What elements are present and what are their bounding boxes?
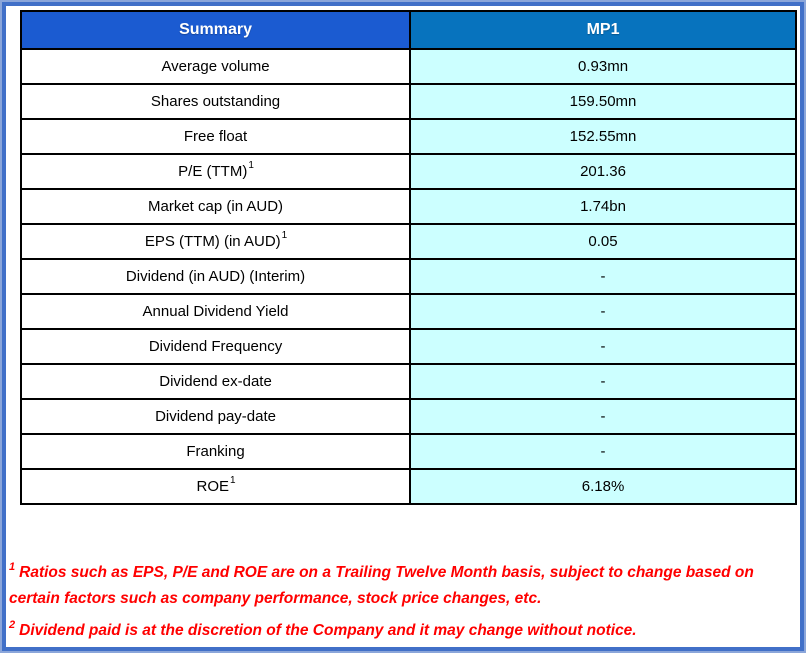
- metric-value-cell: -: [409, 328, 797, 365]
- footnote: 1 Ratios such as EPS, P/E and ROE are on …: [9, 560, 799, 612]
- footnote-marker: 1: [281, 230, 288, 241]
- metric-label: Dividend pay-date: [155, 408, 276, 425]
- metric-value-cell: 201.36: [409, 153, 797, 190]
- metric-label-cell: Dividend Frequency: [19, 328, 412, 365]
- metric-value-cell: -: [409, 258, 797, 295]
- table-row: Free float 152.55mn: [19, 118, 797, 155]
- summary-table: Summary MP1 Average volume 0.93mn Shares o…: [19, 10, 797, 505]
- metric-label-cell: Dividend ex-date: [19, 363, 412, 400]
- ticker-column-header: MP1: [409, 10, 797, 50]
- summary-column-header: Summary: [19, 10, 412, 50]
- metric-label: Dividend ex-date: [159, 373, 272, 390]
- metric-label-cell: Franking: [19, 433, 412, 470]
- table-row: Dividend Frequency -: [19, 328, 797, 365]
- table-row: Shares outstanding 159.50mn: [19, 83, 797, 120]
- footnote-number: 1: [9, 560, 16, 573]
- metric-value-cell: -: [409, 363, 797, 400]
- summary-table-header: Summary MP1: [19, 10, 797, 50]
- table-row: P/E (TTM)1 201.36: [19, 153, 797, 190]
- metric-label-cell: Market cap (in AUD): [19, 188, 412, 225]
- metric-value-cell: 0.05: [409, 223, 797, 260]
- metric-label: P/E (TTM): [178, 163, 248, 180]
- table-row: ROE1 6.18%: [19, 468, 797, 505]
- metric-label: Market cap (in AUD): [148, 198, 284, 215]
- metric-value-cell: 152.55mn: [409, 118, 797, 155]
- table-row: Market cap (in AUD) 1.74bn: [19, 188, 797, 225]
- metric-value-cell: 0.93mn: [409, 48, 797, 85]
- metric-label: ROE: [196, 478, 229, 495]
- table-row: Dividend ex-date -: [19, 363, 797, 400]
- footnote: 2 Dividend paid is at the discretion of t…: [9, 618, 799, 644]
- metric-label-cell: ROE1: [19, 468, 412, 505]
- metric-label-cell: Free float: [19, 118, 412, 155]
- summary-table-body: Average volume 0.93mn Shares outstanding 15…: [19, 48, 797, 505]
- footnote-marker: 1: [248, 160, 254, 171]
- metric-value-cell: 1.74bn: [409, 188, 797, 225]
- metric-label-cell: P/E (TTM)1: [19, 153, 412, 190]
- metric-label-cell: Average volume: [19, 48, 412, 85]
- table-row: Dividend (in AUD) (Interim) -: [19, 258, 797, 295]
- metric-label-cell: Dividend pay-date: [19, 398, 412, 435]
- table-row: Dividend pay-date -: [19, 398, 797, 435]
- metric-label: Franking: [186, 443, 245, 460]
- metric-label: Dividend Frequency: [148, 338, 283, 355]
- metric-label-cell: EPS (TTM) (in AUD)1: [19, 223, 412, 260]
- metric-value-cell: -: [409, 398, 797, 435]
- footnote-number: 2: [9, 618, 16, 631]
- metric-label: Free float: [183, 128, 248, 145]
- metric-value-cell: 6.18%: [409, 468, 797, 505]
- footnote-text: Dividend paid is at the discretion of th…: [19, 622, 637, 639]
- header-row: Summary MP1: [19, 10, 797, 50]
- metric-label: EPS (TTM) (in AUD): [144, 233, 281, 250]
- table-row: Annual Dividend Yield -: [19, 293, 797, 330]
- table-row: Average volume 0.93mn: [19, 48, 797, 85]
- table-row: EPS (TTM) (in AUD)1 0.05: [19, 223, 797, 260]
- footnote-text: Ratios such as EPS, P/E and ROE are on a…: [9, 564, 754, 607]
- metric-value-cell: -: [409, 433, 797, 470]
- metric-value-cell: -: [409, 293, 797, 330]
- metric-label: Average volume: [161, 58, 270, 75]
- metric-label: Shares outstanding: [150, 93, 281, 110]
- metric-label-cell: Shares outstanding: [19, 83, 412, 120]
- metric-value-cell: 159.50mn: [409, 83, 797, 120]
- metric-label: Annual Dividend Yield: [142, 303, 289, 320]
- metric-label-cell: Annual Dividend Yield: [19, 293, 412, 330]
- metric-label: Dividend (in AUD) (Interim): [125, 268, 306, 285]
- footnote-marker: 1: [230, 475, 236, 486]
- metric-label-cell: Dividend (in AUD) (Interim): [19, 258, 412, 295]
- table-row: Franking -: [19, 433, 797, 470]
- footnotes: 1 Ratios such as EPS, P/E and ROE are on …: [9, 560, 799, 650]
